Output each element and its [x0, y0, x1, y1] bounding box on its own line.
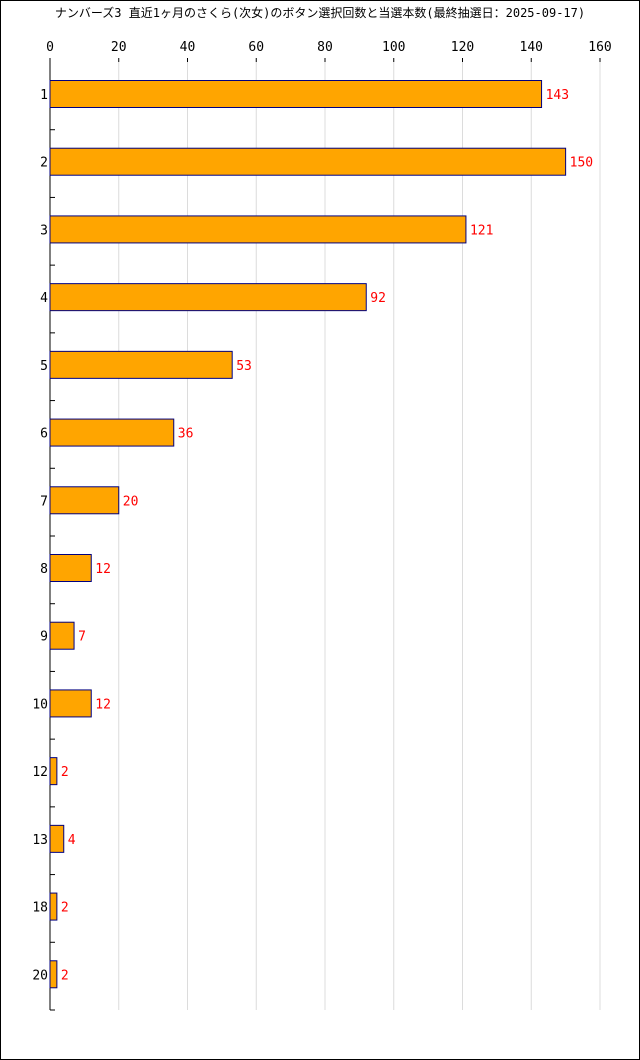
category-label: 4 [40, 291, 48, 306]
bar [49, 892, 58, 921]
category-label: 12 [32, 765, 48, 780]
bar [49, 824, 65, 853]
x-tick-label: 40 [180, 40, 196, 55]
value-label: 4 [68, 833, 76, 848]
value-label: 2 [61, 968, 69, 983]
bar [49, 80, 543, 108]
bar [49, 283, 367, 312]
x-tick-label: 20 [111, 40, 127, 55]
category-label: 8 [40, 562, 48, 577]
bar [49, 960, 58, 989]
x-tick-label: 0 [46, 40, 54, 55]
bar [49, 418, 175, 447]
bar [49, 554, 92, 582]
bar [49, 621, 75, 650]
value-label: 36 [178, 427, 194, 442]
x-tick-label: 100 [382, 40, 405, 55]
value-label: 121 [470, 223, 493, 238]
bar [49, 486, 120, 515]
bar [49, 757, 58, 786]
category-label: 18 [32, 901, 48, 916]
value-label: 12 [95, 697, 111, 712]
category-label: 5 [40, 359, 48, 374]
value-label: 2 [61, 901, 69, 916]
category-label: 13 [32, 833, 48, 848]
value-label: 20 [123, 494, 139, 509]
value-label: 12 [95, 562, 111, 577]
bar [49, 350, 233, 379]
category-label: 1 [40, 88, 48, 103]
value-label: 7 [78, 630, 86, 645]
category-label: 20 [32, 968, 48, 983]
value-label: 53 [236, 359, 252, 374]
value-label: 143 [546, 88, 569, 103]
category-label: 7 [40, 494, 48, 509]
x-tick-label: 160 [588, 40, 611, 55]
value-label: 2 [61, 765, 69, 780]
value-label: 150 [570, 156, 593, 171]
category-label: 2 [40, 156, 48, 171]
bar [49, 147, 567, 176]
chart-title: ナンバーズ3 直近1ヶ月のさくら(次女)のボタン選択回数と当選本数(最終抽選日：… [54, 6, 586, 20]
x-tick-label: 80 [317, 40, 333, 55]
x-tick-label: 60 [248, 40, 264, 55]
category-label: 9 [40, 630, 48, 645]
x-tick-label: 120 [451, 40, 474, 55]
category-label: 6 [40, 427, 48, 442]
value-label: 92 [370, 291, 386, 306]
category-label: 3 [40, 223, 48, 238]
bar [49, 215, 467, 244]
category-label: 10 [32, 697, 48, 712]
x-tick-label: 140 [520, 40, 543, 55]
bar [49, 689, 92, 718]
